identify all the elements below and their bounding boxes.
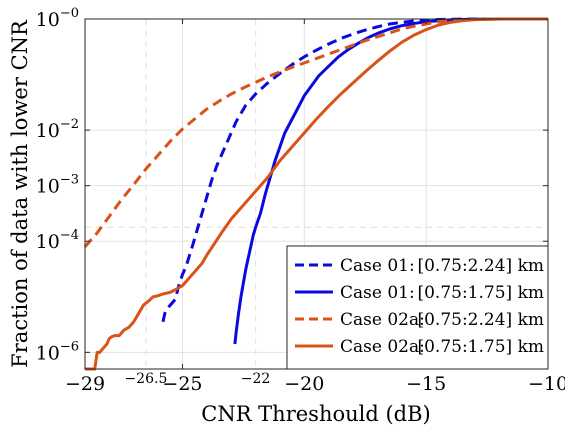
reference-lines: [85, 19, 548, 369]
y-tick-label: 10−3: [36, 173, 79, 198]
x-tick-label: −10: [528, 373, 565, 395]
x-tick-label: −29: [65, 373, 105, 395]
legend-series-range: [0.75:1.75] km: [417, 283, 544, 303]
y-tick-label: 10−6: [36, 339, 79, 364]
axis-ticks: −29 −25 −20 −15 −10 −26.5 −22 10−0 10−2 10−3 10−4 1…: [36, 6, 565, 395]
x-extra-tick-label: −22: [241, 371, 271, 387]
x-tick-label: −15: [406, 373, 446, 395]
x-axis-label: CNR Threshould (dB): [201, 402, 431, 426]
legend-series-name: Case 02a:: [340, 310, 425, 330]
legend-series-range: [0.75:1.75] km: [417, 337, 544, 357]
y-tick-label: 10−2: [36, 117, 79, 142]
y-tick-label: 10−0: [36, 6, 79, 31]
x-tick-label: −25: [162, 373, 202, 395]
series-line-4: [85, 17, 548, 371]
legend-series-range: [0.75:2.24] km: [417, 256, 544, 276]
y-tick-label: 10−4: [36, 228, 79, 253]
y-axis-label: Fraction of data with lower CNR: [8, 19, 32, 368]
legend-series-name: Case 01:: [340, 283, 415, 303]
x-tick-label: −20: [284, 373, 324, 395]
legend-series-range: [0.75:2.24] km: [417, 310, 544, 330]
x-extra-tick-label: −26.5: [124, 371, 167, 387]
legend-series-name: Case 02a:: [340, 337, 425, 357]
legend-series-name: Case 01:: [340, 256, 415, 276]
